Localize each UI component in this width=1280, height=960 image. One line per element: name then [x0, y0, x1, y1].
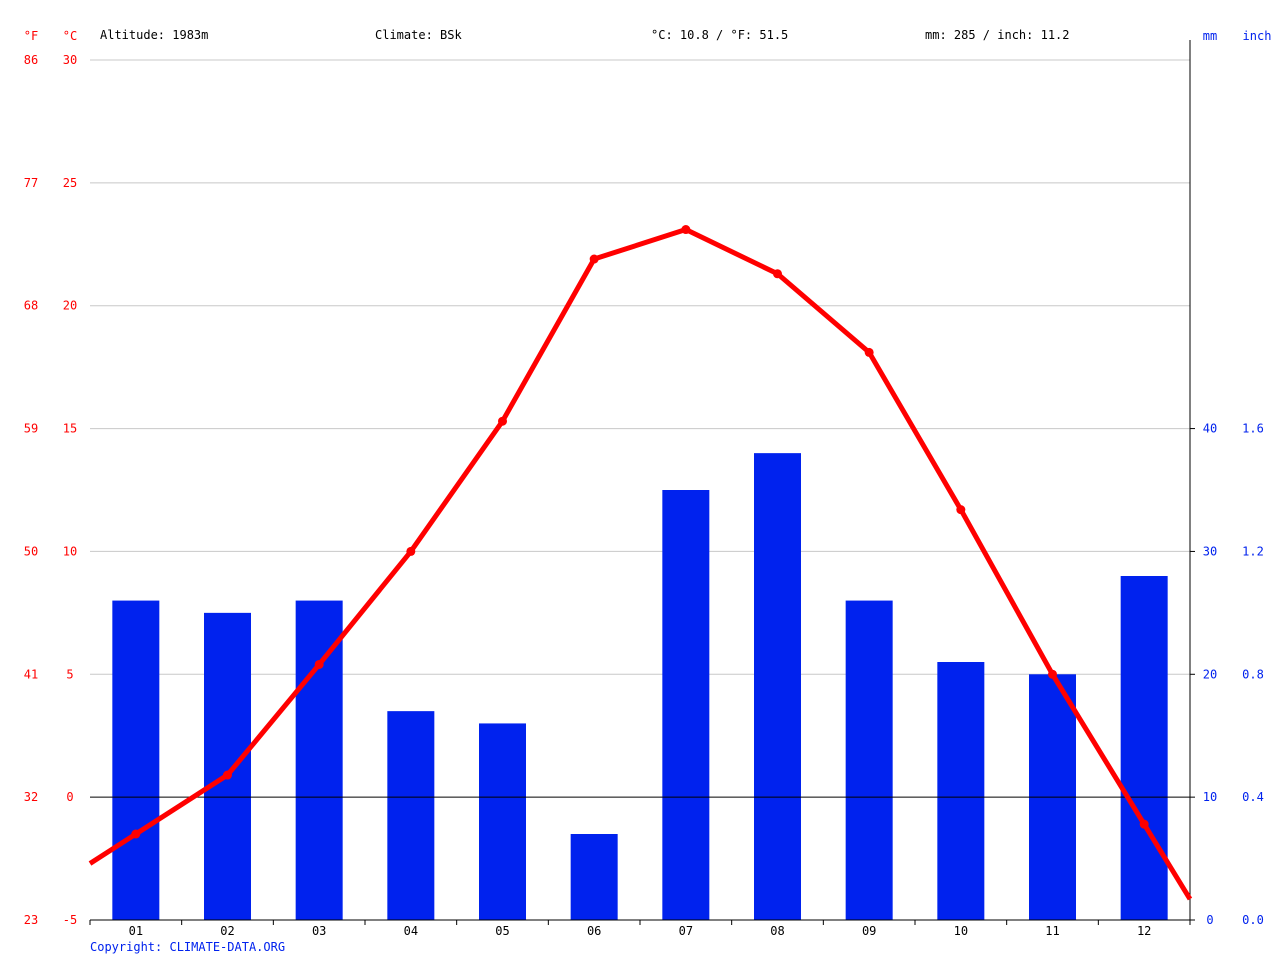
precipitation-bar	[570, 834, 618, 920]
temperature-point	[956, 505, 966, 515]
precipitation-bar	[479, 723, 526, 920]
precipitation-bar	[845, 600, 893, 920]
mm-tick-label: 30	[1203, 544, 1217, 558]
month-label: 10	[954, 924, 968, 938]
inch-unit-label: inch	[1243, 29, 1272, 43]
inch-tick-label: 0.8	[1242, 667, 1264, 681]
fahrenheit-tick-label: 68	[24, 299, 38, 313]
grid-lines	[90, 59, 1190, 675]
precipitation-bar	[204, 612, 251, 920]
month-label: 03	[312, 924, 326, 938]
celsius-tick-label: 10	[63, 544, 77, 558]
celsius-tick-label: 0	[66, 790, 73, 804]
inch-tick-label: 0.4	[1242, 790, 1264, 804]
fahrenheit-tick-label: 86	[24, 53, 38, 67]
month-label: 09	[862, 924, 876, 938]
temperature-point	[864, 347, 874, 357]
month-label: 04	[404, 924, 418, 938]
copyright-link[interactable]: Copyright: CLIMATE-DATA.ORG	[90, 940, 286, 954]
month-label: 06	[587, 924, 601, 938]
inch-tick-label: 1.6	[1242, 422, 1264, 436]
fahrenheit-tick-label: 23	[24, 913, 38, 927]
fahrenheit-tick-label: 59	[24, 422, 38, 436]
celsius-tick-label: 30	[63, 53, 77, 67]
precipitation-bar	[112, 600, 160, 920]
temperature-point	[1048, 669, 1057, 679]
month-label: 08	[770, 924, 784, 938]
inch-tick-label: 1.2	[1242, 544, 1264, 558]
celsius-tick-label: 5	[66, 667, 73, 681]
temperature-point	[314, 659, 324, 669]
altitude-label: Altitude: 1983m	[100, 28, 209, 42]
month-label: 11	[1045, 924, 1059, 938]
temperature-point	[131, 829, 141, 839]
month-label: 01	[129, 924, 143, 938]
mm-tick-label: 20	[1203, 667, 1217, 681]
fahrenheit-tick-label: 77	[24, 176, 38, 190]
precipitation-bar	[754, 453, 801, 920]
celsius-tick-label: 25	[63, 176, 77, 190]
celsius-tick-label: 15	[63, 422, 77, 436]
fahrenheit-tick-label: 32	[24, 790, 38, 804]
tick-labels: °F °C mm inch30862577206815591050541032-523…	[24, 29, 1272, 938]
month-label: 12	[1137, 924, 1151, 938]
celsius-tick-label: 20	[63, 299, 77, 313]
temperature-point	[681, 225, 691, 235]
mm-tick-label: 40	[1203, 422, 1217, 436]
chart-axes	[89, 40, 1195, 925]
month-label: 07	[679, 924, 693, 938]
precipitation-bar	[937, 662, 985, 920]
temperature-line	[88, 225, 1193, 901]
temperature-point	[589, 254, 599, 264]
inch-tick-label: 0.0	[1242, 913, 1264, 927]
celsius-unit-label: °C	[63, 29, 77, 43]
mm-tick-label: 10	[1203, 790, 1217, 804]
fahrenheit-tick-label: 41	[24, 667, 38, 681]
precipitation-bar	[1120, 576, 1168, 920]
temperature-point	[1139, 819, 1149, 829]
month-label: 02	[220, 924, 234, 938]
temperature-point	[773, 269, 782, 279]
precipitation-bar	[662, 490, 710, 920]
fahrenheit-unit-label: °F	[24, 29, 38, 43]
fahrenheit-tick-label: 50	[24, 544, 38, 558]
precipitation-bar	[295, 600, 343, 920]
precipitation-bars	[112, 453, 1168, 920]
month-label: 05	[495, 924, 509, 938]
mm-tick-label: 0	[1206, 913, 1213, 927]
temperature-point	[406, 546, 416, 556]
precipitation-total-label: mm: 285 / inch: 11.2	[925, 28, 1070, 42]
climate-label: Climate: BSk	[375, 28, 462, 42]
average-temperature-label: °C: 10.8 / °F: 51.5	[651, 28, 789, 42]
temperature-point	[498, 416, 507, 426]
temperature-point	[223, 770, 232, 780]
precipitation-bar	[387, 711, 435, 920]
mm-unit-label: mm	[1203, 29, 1217, 43]
temperature-series-line	[88, 227, 1193, 901]
celsius-tick-label: -5	[63, 913, 77, 927]
